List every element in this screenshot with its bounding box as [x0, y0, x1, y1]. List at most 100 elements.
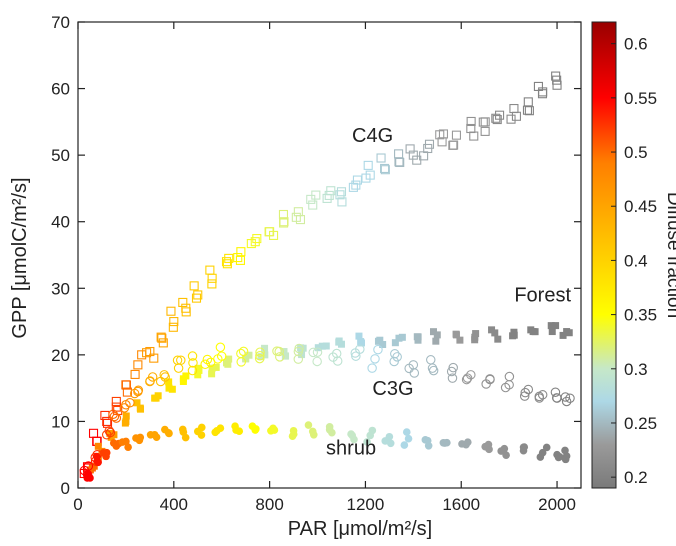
colorbar-tick-label: 0.2 [624, 468, 648, 487]
data-point-scatter [560, 392, 571, 402]
data-point-scatter [491, 113, 501, 123]
data-point-scatter [264, 227, 274, 237]
data-point-scatter [200, 359, 210, 370]
data-point-scatter [402, 428, 411, 436]
data-point-scatter [121, 419, 129, 427]
data-point-scatter [93, 452, 101, 461]
data-point-scatter [107, 433, 115, 441]
data-point-scatter [130, 369, 140, 379]
data-point [552, 80, 562, 90]
data-point [548, 328, 556, 336]
data-point-scatter [267, 426, 275, 435]
data-point-scatter [222, 259, 232, 269]
data-point-scatter [236, 357, 246, 367]
data-point-scatter [350, 435, 358, 444]
annotation-forest: Forest [514, 285, 571, 307]
data-point-scatter [118, 438, 127, 446]
data-point-scatter [152, 433, 161, 441]
colorbar-tick-label: 0.4 [624, 251, 648, 270]
data-point [523, 97, 533, 107]
data-point-scatter [447, 373, 458, 383]
data-point-scatter [324, 190, 334, 200]
data-point-scatter [520, 387, 531, 398]
data-point-scatter [363, 160, 373, 170]
data-point-scatter [208, 370, 216, 378]
x-tick-label: 2000 [538, 495, 576, 514]
data-point-scatter [295, 215, 306, 225]
x-tick-label: 1200 [347, 495, 385, 514]
data-point-scatter [129, 388, 140, 399]
data-point-scatter [471, 336, 479, 344]
data-point [111, 396, 121, 407]
data-point-scatter [294, 343, 304, 354]
data-point-scatter [432, 337, 440, 345]
data-point-scatter [109, 439, 118, 447]
data-point-scatter [102, 452, 110, 461]
data-point [370, 354, 380, 364]
data-point-scatter [379, 340, 387, 348]
data-point-scatter [484, 440, 493, 449]
data-point-scatter [166, 306, 176, 316]
data-point-scatter [488, 326, 496, 334]
data-point-scatter [178, 425, 187, 434]
data-point-scatter [245, 351, 253, 359]
data-point-scatter [480, 126, 490, 136]
data-point-scatter [165, 378, 173, 386]
data-point-scatter [105, 427, 116, 438]
data-point-scatter [172, 355, 183, 366]
data-point-scatter [363, 438, 371, 446]
data-point [207, 273, 217, 283]
data-point-scatter [176, 355, 186, 366]
data-point-scatter [421, 436, 430, 444]
data-point-scatter [235, 427, 244, 436]
data-point [208, 364, 216, 372]
data-point-scatter [254, 353, 265, 364]
data-point [133, 360, 143, 370]
data-point-scatter [121, 380, 131, 390]
annotation-c3g: C3G [372, 378, 413, 400]
data-point [480, 117, 490, 127]
series-c3g [79, 342, 575, 480]
data-point-scatter [132, 434, 140, 442]
data-point-scatter [137, 405, 145, 413]
data-point-scatter [181, 433, 190, 442]
colorbar [591, 21, 617, 489]
data-point-scatter [419, 151, 429, 161]
data-point-scatter [452, 330, 460, 338]
data-point [188, 358, 198, 368]
data-point-scatter [216, 424, 225, 433]
data-point-scatter [94, 458, 102, 467]
data-point-scatter [106, 429, 114, 437]
data-point-scatter [405, 144, 415, 154]
data-point-scatter [195, 366, 203, 374]
y-tick-label: 10 [51, 412, 70, 431]
data-point-scatter [534, 391, 544, 402]
data-point-scatter [462, 373, 473, 383]
data-point-scatter [374, 337, 382, 345]
data-point-scatter [461, 374, 472, 385]
data-point-scatter [522, 105, 533, 115]
data-point [451, 130, 461, 140]
colorbar-tick-label: 0.45 [624, 197, 657, 216]
data-point-scatter [326, 186, 336, 196]
data-point-scatter [500, 382, 511, 393]
data-point-scatter [357, 339, 365, 347]
data-point-scatter [289, 430, 298, 439]
data-point [308, 200, 318, 210]
data-point-scatter [142, 348, 152, 358]
data-point-scatter [466, 116, 476, 127]
data-point-scatter [275, 352, 285, 362]
data-point [433, 331, 441, 339]
data-point-scatter [187, 351, 198, 361]
data-point [280, 348, 288, 356]
data-point-scatter [448, 362, 458, 373]
data-point [318, 342, 326, 350]
data-point-scatter [394, 149, 404, 159]
data-point-scatter [235, 255, 245, 265]
data-point-scatter [361, 173, 371, 183]
colorbar-tick-label: 0.5 [624, 143, 648, 162]
data-point-scatter [191, 293, 202, 303]
plot-frame [77, 21, 582, 489]
data-point-scatter [328, 352, 338, 362]
data-point-scatter [279, 218, 289, 228]
